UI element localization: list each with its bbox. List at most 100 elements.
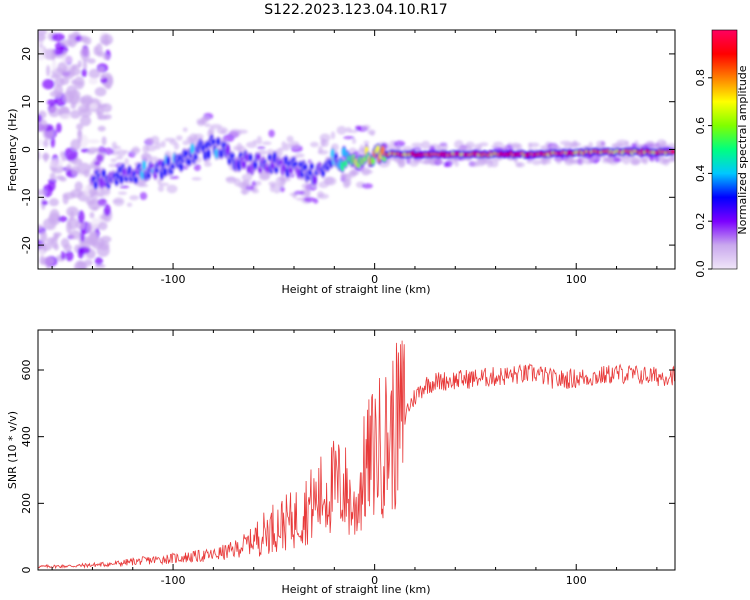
spectrogram-cell [516, 162, 522, 167]
spectrogram-cell [336, 125, 347, 135]
spectrogram-cell [278, 147, 290, 151]
spectrogram-cell [89, 211, 95, 219]
spectrogram-cell [616, 139, 629, 147]
spectrogram-cell [53, 84, 64, 98]
spectrogram-cell [91, 217, 98, 231]
spectrogram-cell [141, 153, 151, 159]
spectrogram-cell [101, 136, 107, 146]
spectrogram-cell [317, 191, 324, 198]
spectrogram-cell [479, 142, 489, 147]
colorbar-tick-label: 0.2 [694, 212, 707, 230]
spectrogram-cell [393, 140, 406, 148]
spectrogram-cell [193, 133, 204, 140]
spectrogram-cell [70, 139, 81, 151]
spectrogram-cell [77, 60, 82, 67]
spectrogram-cell [193, 164, 201, 172]
spectrogram-cell [367, 129, 376, 135]
spectrogram-cell [362, 124, 371, 130]
spectrogram-ytick-label: 0 [20, 146, 33, 153]
spectrogram-cell [87, 58, 96, 64]
spectrogram-cell [642, 157, 649, 165]
spectrogram-cell [71, 165, 80, 176]
spectrogram-cell [38, 47, 44, 53]
spectrogram-cell [38, 118, 48, 132]
spectrogram-cell [148, 156, 159, 162]
spectrogram-cell [241, 173, 253, 182]
spectrogram-cell [453, 140, 464, 149]
spectrogram-cell [119, 174, 124, 184]
spectrogram-cell [93, 161, 101, 166]
spectrogram-cell [166, 156, 171, 167]
spectrogram-cell [290, 141, 300, 148]
spectrogram-cell [38, 33, 46, 42]
spectrogram-cell [79, 261, 86, 269]
spectrogram-cell [669, 155, 675, 162]
spectrogram-cell [100, 39, 111, 45]
spectrogram-cell [81, 68, 88, 78]
spectrogram-cell [61, 39, 73, 47]
spectrogram-ytick-label: -20 [20, 236, 33, 254]
spectrogram-cell [242, 179, 251, 187]
spectrogram-cell [206, 149, 211, 159]
spectrogram-cell [62, 194, 69, 205]
spectrogram-cell [211, 138, 216, 146]
snr-ytick-label: 200 [20, 493, 33, 514]
spectrogram-cell [88, 68, 101, 79]
spectrogram-cell [294, 153, 305, 158]
snr-ytick-label: 400 [20, 426, 33, 447]
spectrogram-cell [190, 143, 195, 155]
snr-axes: -100 0 100 0 200 400 600 [20, 330, 675, 587]
spectrogram-cell [78, 108, 92, 118]
spectrogram-cell [111, 141, 118, 150]
spectrogram-cell [93, 181, 98, 190]
spectrogram-cell [129, 195, 139, 201]
spectrogram-cell [607, 155, 615, 163]
spectrogram-cell [248, 153, 253, 162]
spectrogram-cell [303, 196, 315, 203]
spectrogram-cell [38, 189, 47, 196]
spectrogram-cell [162, 167, 167, 177]
spectrogram-cell [69, 216, 74, 221]
spectrogram-cell [39, 249, 45, 258]
spectrogram-cell [186, 136, 194, 143]
spectrogram-cell [256, 153, 261, 160]
spectrogram-cell [166, 184, 178, 194]
spectrogram-cell [98, 66, 105, 73]
spectrogram-cell [77, 247, 85, 259]
spectrogram-cell [66, 220, 72, 234]
spectrogram-cell [80, 35, 88, 43]
spectrogram-cell [301, 183, 310, 189]
spectrogram-cell [59, 77, 70, 85]
spectrogram-cell [240, 188, 250, 195]
spectrogram-xtick-label: -100 [161, 273, 186, 286]
spectrogram-cell [46, 99, 58, 106]
spectrogram-cell [51, 48, 56, 61]
spectrogram-cell [252, 139, 258, 144]
spectrogram-cell [312, 174, 317, 186]
spectrogram-cell [46, 237, 55, 245]
spectrogram-cell [625, 156, 636, 160]
spectrogram-cell [251, 180, 257, 186]
snr-ylabel: SNR (10 * v/v) [6, 411, 19, 489]
spectrogram-cell [351, 171, 360, 176]
spectrogram-cell [41, 256, 55, 267]
spectrogram-cell [304, 188, 311, 198]
snr-series-line [38, 340, 675, 570]
spectrogram-cell [117, 149, 126, 157]
spectrogram-cell [68, 93, 80, 105]
spectrogram-cell [115, 155, 124, 160]
spectrogram-cell [77, 129, 83, 144]
spectrogram-cell [421, 140, 431, 150]
spectrogram-cell [117, 191, 128, 195]
snr-frame [37, 329, 676, 571]
spectrogram-cell [245, 185, 255, 191]
spectrogram-cell [79, 115, 92, 127]
spectrogram-cell [527, 142, 533, 149]
spectrogram-cell [436, 160, 445, 165]
spectrogram-cell [225, 176, 237, 184]
spectrogram-cell [343, 136, 355, 140]
spectrogram-ytick-label: 10 [20, 95, 33, 109]
spectrogram-cell [95, 43, 103, 56]
spectrogram-cell [267, 154, 272, 161]
spectrogram-cell [124, 158, 129, 165]
